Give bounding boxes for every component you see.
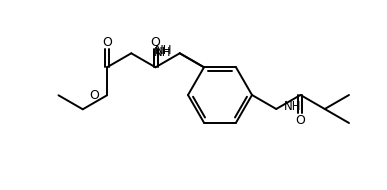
Text: O: O (102, 36, 112, 49)
Text: NH: NH (154, 46, 172, 59)
Text: NH: NH (155, 44, 173, 57)
Text: NH: NH (284, 100, 302, 112)
Text: O: O (89, 89, 99, 102)
Text: O: O (151, 36, 161, 49)
Text: O: O (296, 113, 305, 127)
